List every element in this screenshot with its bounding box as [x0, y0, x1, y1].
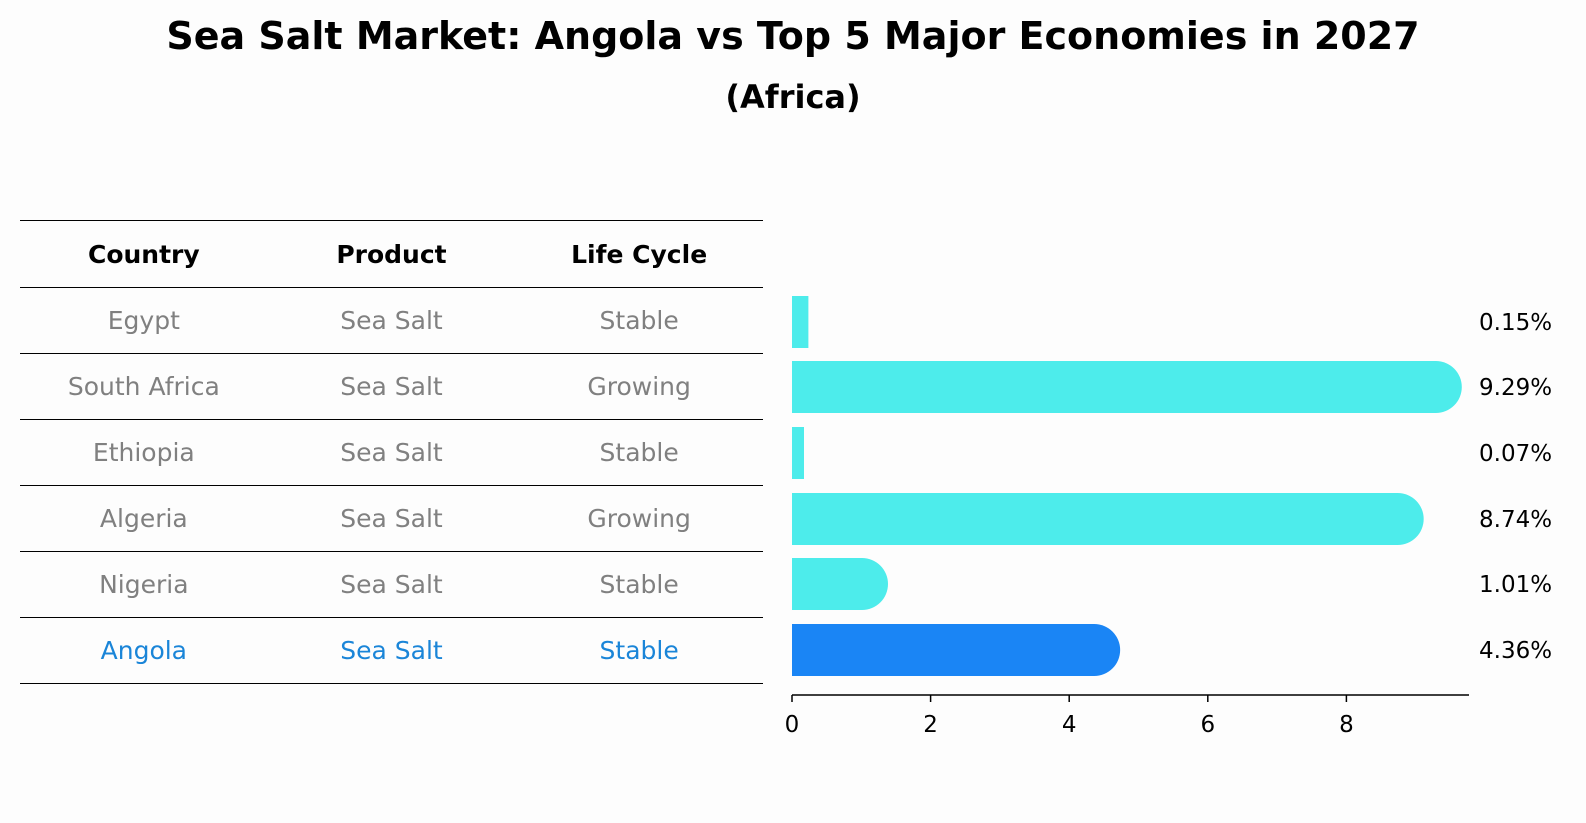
cell-product: Sea Salt [340, 438, 443, 467]
bar-value-label: 8.74% [1479, 507, 1552, 533]
cell-life-cycle: Growing [587, 372, 691, 401]
bar-value-label: 1.01% [1479, 572, 1552, 598]
bar-value-label: 0.07% [1479, 441, 1552, 467]
bar [792, 427, 804, 479]
table-row: Algeria Sea Salt Growing [20, 486, 763, 552]
bar-value-label: 4.36% [1479, 638, 1552, 664]
data-table: Country Product Life Cycle Egypt Sea Sal… [20, 220, 763, 684]
x-tick-label: 6 [1200, 712, 1215, 738]
cell-country: Nigeria [99, 570, 189, 599]
cell-product: Sea Salt [340, 306, 443, 335]
x-tick-label: 4 [1062, 712, 1077, 738]
x-tick-label: 2 [923, 712, 938, 738]
cell-life-cycle: Growing [587, 504, 691, 533]
header-product: Product [336, 239, 447, 269]
header-life-cycle: Life Cycle [571, 239, 708, 269]
cell-product: Sea Salt [340, 636, 443, 665]
chart-title: Sea Salt Market: Angola vs Top 5 Major E… [166, 14, 1420, 58]
bar-value-label: 9.29% [1479, 375, 1552, 401]
bar [792, 493, 1424, 545]
bar-value-label: 0.15% [1479, 310, 1552, 336]
cell-life-cycle: Stable [599, 570, 679, 599]
cell-country: South Africa [67, 372, 220, 401]
header-country: Country [87, 239, 200, 269]
bar-highlighted [792, 624, 1121, 676]
table-row: South Africa Sea Salt Growing [20, 354, 763, 420]
cell-life-cycle: Stable [599, 636, 679, 665]
table-header-row: Country Product Life Cycle [20, 220, 763, 288]
bar [792, 296, 809, 348]
x-tick-label: 0 [785, 712, 800, 738]
cell-country: Angola [100, 636, 188, 665]
bar [792, 361, 1462, 413]
table-row: Egypt Sea Salt Stable [20, 288, 763, 354]
cell-product: Sea Salt [340, 372, 443, 401]
bar [792, 558, 888, 610]
table-row: Nigeria Sea Salt Stable [20, 552, 763, 618]
cell-product: Sea Salt [340, 504, 443, 533]
cell-country: Ethiopia [92, 438, 195, 467]
table-row: Ethiopia Sea Salt Stable [20, 420, 763, 486]
table-row-highlighted: Angola Sea Salt Stable [20, 618, 763, 684]
cell-country: Algeria [99, 504, 188, 533]
x-tick-label: 8 [1339, 712, 1354, 738]
cell-country: Egypt [107, 306, 180, 335]
cell-life-cycle: Stable [599, 438, 679, 467]
cell-product: Sea Salt [340, 570, 443, 599]
cell-life-cycle: Stable [599, 306, 679, 335]
chart-subtitle: (Africa) [725, 78, 861, 116]
